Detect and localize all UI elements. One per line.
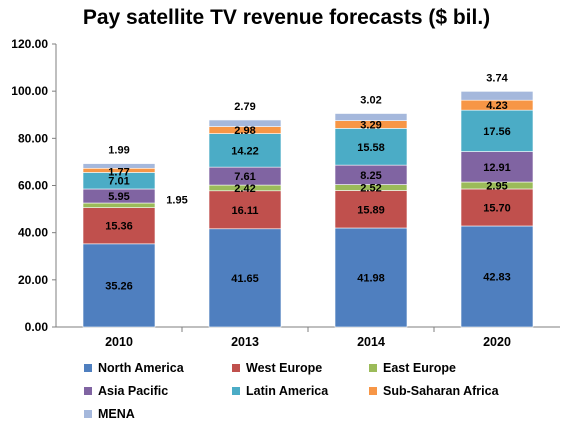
legend-label: MENA <box>98 407 135 421</box>
data-label: 2.52 <box>360 183 381 195</box>
legend-label: West Europe <box>246 361 323 375</box>
chart-title: Pay satellite TV revenue forecasts ($ bi… <box>82 6 491 29</box>
legend-swatch <box>84 410 92 418</box>
bar-segment <box>82 202 156 208</box>
bar-segment <box>334 113 408 121</box>
data-label: 1.99 <box>108 145 129 157</box>
data-label: 3.29 <box>360 120 381 132</box>
data-label: 41.65 <box>231 273 259 285</box>
data-label: 2.42 <box>234 183 255 195</box>
legend-swatch <box>84 364 92 372</box>
bar-segment <box>460 91 534 101</box>
data-label: 2.95 <box>486 180 507 192</box>
data-label: 15.89 <box>357 204 385 216</box>
legend-item: East Europe <box>369 361 456 375</box>
legend-item: Latin America <box>232 384 328 398</box>
data-label: 16.11 <box>232 205 259 217</box>
bar-segment <box>208 228 282 328</box>
legend-label: East Europe <box>383 361 456 375</box>
bar-segment <box>334 128 408 166</box>
legend-label: North America <box>98 361 184 375</box>
x-tick-label: 2010 <box>105 335 133 349</box>
data-label: 7.61 <box>234 171 255 183</box>
legend-item: West Europe <box>232 361 322 375</box>
bar-segment <box>208 190 282 230</box>
data-label: 15.58 <box>357 142 385 154</box>
data-label: 7.01 <box>108 176 129 188</box>
y-tick-label: 80.00 <box>18 131 48 145</box>
bar-segment <box>334 190 408 229</box>
data-label: 41.98 <box>357 272 385 284</box>
y-tick-label: 0.00 <box>25 320 49 334</box>
legend-label: Latin America <box>246 384 329 398</box>
legend-swatch <box>369 364 377 372</box>
bar-segment <box>208 133 282 168</box>
y-tick-label: 20.00 <box>18 273 48 287</box>
y-tick-label: 60.00 <box>18 179 48 193</box>
y-tick-label: 120.00 <box>11 37 48 51</box>
data-label: 2.79 <box>234 101 255 113</box>
bar-segment <box>460 151 534 183</box>
bar-segment <box>82 163 156 169</box>
data-label: 42.83 <box>483 271 511 283</box>
data-label: 5.95 <box>108 191 129 203</box>
legend-swatch <box>84 387 92 395</box>
x-tick-label: 2013 <box>231 335 259 349</box>
data-label: 4.23 <box>486 100 507 112</box>
legend-item: Sub-Saharan Africa <box>369 384 499 398</box>
data-label: 1.77 <box>108 166 129 178</box>
legend-item: MENA <box>84 407 135 421</box>
data-label: 3.74 <box>486 72 508 84</box>
data-label: 8.25 <box>360 170 381 182</box>
y-tick-label: 100.00 <box>11 84 48 98</box>
bar-segment <box>460 188 534 227</box>
data-label: 15.36 <box>105 221 133 233</box>
legend-swatch <box>232 364 240 372</box>
x-tick-label: 2020 <box>483 335 511 349</box>
data-label: 35.26 <box>105 280 133 292</box>
legend-swatch <box>369 387 377 395</box>
data-label: 1.95 <box>166 194 187 206</box>
y-tick-label: 40.00 <box>18 226 48 240</box>
bar-segment <box>208 119 282 127</box>
legend-label: Asia Pacific <box>98 384 169 398</box>
bar-segment <box>334 227 408 328</box>
legend-item: Asia Pacific <box>84 384 168 398</box>
legend-item: North America <box>84 361 184 375</box>
data-label: 12.91 <box>483 162 511 174</box>
data-label: 15.70 <box>483 202 511 214</box>
legend-label: Sub-Saharan Africa <box>383 384 499 398</box>
legend-swatch <box>232 387 240 395</box>
x-tick-label: 2014 <box>357 335 385 349</box>
data-label: 14.22 <box>231 145 259 157</box>
data-label: 3.02 <box>360 95 381 107</box>
data-label: 2.98 <box>234 125 255 137</box>
data-label: 17.56 <box>483 126 511 138</box>
